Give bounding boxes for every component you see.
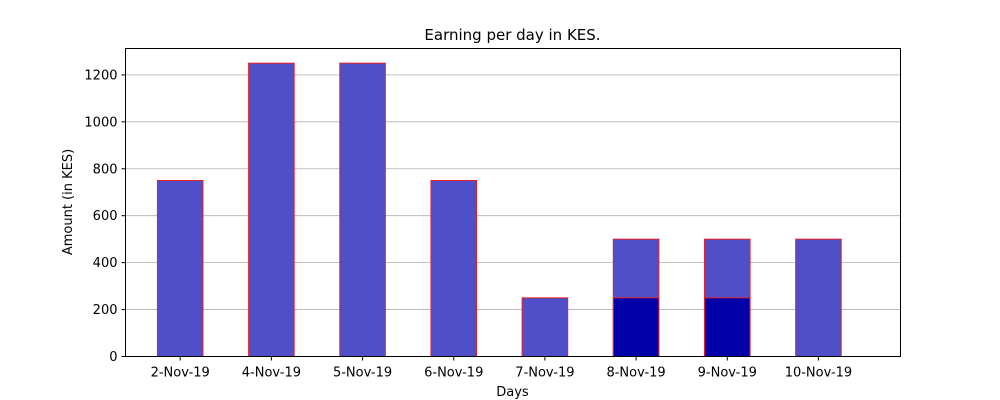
bar-6-Nov-19 bbox=[430, 180, 478, 357]
bar-5-Nov-19 bbox=[339, 62, 386, 358]
bar-8-Nov-19-overlay bbox=[612, 297, 660, 358]
bar-10-Nov-19 bbox=[795, 238, 842, 358]
y-tick-label: 400 bbox=[93, 256, 118, 271]
y-axis: 0 200 400 600 800 1000 1200 bbox=[84, 68, 126, 365]
x-tick-label: 6-Nov-19 bbox=[424, 366, 483, 381]
x-tick-label: 8-Nov-19 bbox=[606, 366, 665, 381]
bar-2-Nov-19 bbox=[156, 180, 204, 357]
bars bbox=[156, 62, 842, 358]
y-tick-label: 1200 bbox=[84, 68, 117, 83]
bar-9-Nov-19-overlay bbox=[703, 297, 751, 358]
x-tick-label: 7-Nov-19 bbox=[515, 366, 574, 381]
chart-title: Earning per day in KES. bbox=[424, 26, 600, 44]
x-axis-label: Days bbox=[496, 385, 529, 400]
y-tick-label: 0 bbox=[109, 350, 117, 365]
x-tick-label: 2-Nov-19 bbox=[151, 366, 210, 381]
y-tick-label: 600 bbox=[93, 209, 118, 224]
x-tick-label: 9-Nov-19 bbox=[698, 366, 757, 381]
plot-frame bbox=[125, 48, 901, 357]
x-tick-label: 10-Nov-19 bbox=[785, 366, 853, 381]
bar-4-Nov-19 bbox=[248, 62, 295, 358]
x-tick-label: 5-Nov-19 bbox=[333, 366, 392, 381]
y-tick-label: 1000 bbox=[84, 115, 117, 130]
bar-7-Nov-19 bbox=[521, 297, 569, 358]
x-axis: 2-Nov-19 4-Nov-19 5-Nov-19 6-Nov-19 7-Nov-19… bbox=[151, 356, 853, 381]
x-tick-label: 4-Nov-19 bbox=[242, 366, 301, 381]
y-axis-label: Amount (in KES) bbox=[61, 149, 76, 255]
y-tick-label: 200 bbox=[93, 303, 118, 318]
y-tick-label: 800 bbox=[93, 162, 118, 177]
gridlines bbox=[125, 74, 901, 310]
